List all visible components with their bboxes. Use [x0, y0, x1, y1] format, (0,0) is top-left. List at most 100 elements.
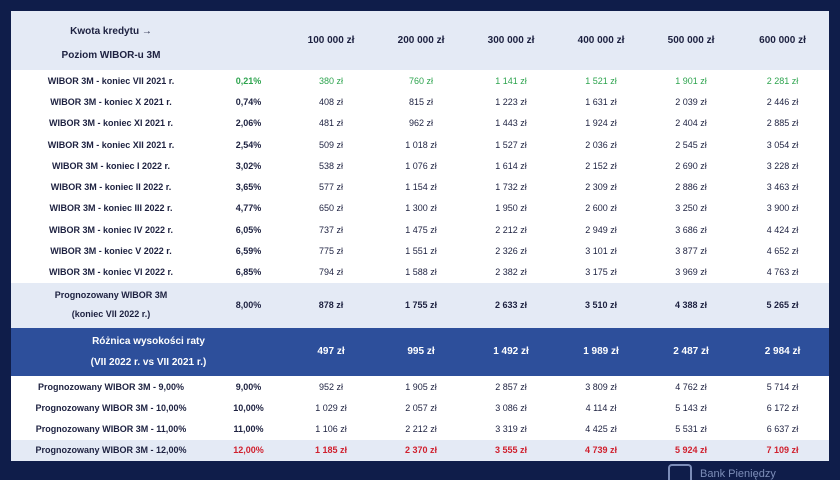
installment-value: 2 212 zł — [495, 224, 527, 235]
installment-value: 3 175 zł — [585, 267, 617, 278]
installment-value: 1 300 zł — [405, 203, 437, 214]
difference-row: Różnica wysokości raty (VII 2022 r. vs VI… — [11, 327, 829, 376]
installment-value: 1 901 zł — [675, 75, 707, 86]
installment-value: 4 762 zł — [675, 381, 707, 392]
installment-value: 3 809 zł — [585, 381, 617, 392]
installment-value: 2 600 zł — [585, 203, 617, 214]
installment-value: 1 475 zł — [405, 224, 437, 235]
installment-value: 6 172 zł — [766, 402, 799, 413]
installment-value: 2 039 zł — [675, 96, 707, 107]
installment-value: 737 zł — [318, 224, 344, 235]
row-label: WIBOR 3M - koniec X 2021 r. — [50, 96, 172, 107]
installment-value: 760 zł — [408, 75, 434, 86]
installment-value: 1 018 zł — [405, 139, 437, 150]
row-label: Prognozowany WIBOR 3M - 11,00% — [35, 424, 187, 435]
installment-value: 4 114 zł — [585, 402, 617, 413]
wibor-rate: 2,54% — [235, 139, 262, 150]
wibor-rate: 6,85% — [235, 267, 262, 278]
header-amount: 400 000 zł — [556, 11, 646, 70]
rate-table-panel: Kwota kredytu → Poziom WIBOR-u 3M 100 00… — [11, 11, 829, 461]
installment-value: 3 877 zł — [675, 246, 707, 257]
installment-value: 4 739 zł — [556, 439, 646, 461]
installment-value: 2 885 zł — [766, 118, 799, 129]
wibor-rate: 6,05% — [235, 224, 262, 235]
installment-value: 2 382 zł — [495, 267, 527, 278]
row-label: Prognozowany WIBOR 3M - 9,00% — [37, 381, 185, 392]
row-label: WIBOR 3M - koniec XII 2021 r. — [47, 139, 175, 150]
table-row: WIBOR 3M - koniec I 2022 r. 3,02% 538 zł 1 … — [11, 155, 829, 176]
installment-value: 1 106 zł — [315, 424, 347, 435]
installment-value: 1 989 zł — [556, 327, 646, 376]
installment-value: 2 326 zł — [495, 246, 527, 257]
installment-value: 1 223 zł — [495, 96, 527, 107]
installment-value: 3 101 zł — [585, 246, 617, 257]
installment-value: 2 857 zł — [495, 381, 527, 392]
installment-value: 1 185 zł — [286, 439, 376, 461]
installment-value: 3 555 zł — [466, 439, 556, 461]
header-loan-amount-label: Kwota kredytu → — [70, 26, 152, 37]
wibor-rate: 6,59% — [235, 246, 262, 257]
difference-label-line1: Różnica wysokości raty — [92, 335, 205, 347]
projection-row: Prognozowany WIBOR 3M - 10,00% 10,00% 1 02… — [11, 397, 829, 418]
wibor-rate: 11,00% — [233, 424, 264, 435]
projection-row: Prognozowany WIBOR 3M - 9,00% 9,00% 952 zł… — [11, 376, 829, 397]
projection-row: Prognozowany WIBOR 3M - 12,00% 12,00% 1 18… — [11, 439, 829, 461]
installment-value: 775 zł — [318, 246, 344, 257]
header-amount: 300 000 zł — [466, 11, 556, 70]
installment-value: 1 755 zł — [376, 282, 466, 328]
installment-value: 3 900 zł — [766, 203, 799, 214]
table-row: WIBOR 3M - koniec III 2022 r. 4,77% 650 zł… — [11, 198, 829, 219]
header-amount: 200 000 zł — [376, 11, 466, 70]
installment-value: 962 zł — [408, 118, 434, 129]
installment-value: 4 652 zł — [766, 246, 799, 257]
installment-value: 5 265 zł — [736, 282, 829, 328]
installment-value: 995 zł — [376, 327, 466, 376]
installment-value: 2 545 zł — [675, 139, 707, 150]
installment-value: 2 404 zł — [675, 118, 707, 129]
brand-name: Bank Pieniędzy — [700, 468, 776, 480]
table-row: WIBOR 3M - koniec VII 2021 r. 0,21% 380 zł… — [11, 70, 829, 91]
row-label: Prognozowany WIBOR 3M - 12,00% — [11, 439, 211, 461]
row-label: WIBOR 3M - koniec V 2022 r. — [50, 246, 172, 257]
installment-value: 2 036 zł — [585, 139, 617, 150]
row-label: WIBOR 3M - koniec VII 2021 r. — [47, 75, 175, 86]
table-row: WIBOR 3M - koniec X 2021 r. 0,74% 408 zł 81… — [11, 91, 829, 112]
table-row: WIBOR 3M - koniec XI 2021 r. 2,06% 481 zł 9… — [11, 113, 829, 134]
wibor-rate: 2,06% — [235, 118, 262, 129]
wibor-rate: 12,00% — [211, 439, 286, 461]
forecast-label-line2: (koniec VII 2022 r.) — [71, 309, 151, 320]
installment-value: 1 492 zł — [466, 327, 556, 376]
header-wibor-level-label: Poziom WIBOR-u 3M — [61, 50, 161, 61]
installment-value: 1 588 zł — [405, 267, 437, 278]
wibor-rate: 0,21% — [235, 75, 262, 86]
installment-value: 1 551 zł — [405, 246, 437, 257]
installment-value: 497 zł — [286, 327, 376, 376]
table-row: WIBOR 3M - koniec XII 2021 r. 2,54% 509 zł… — [11, 134, 829, 155]
installment-value: 1 905 zł — [405, 381, 437, 392]
brand-logo-icon — [668, 464, 692, 480]
installment-value: 2 281 zł — [766, 75, 799, 86]
installment-value: 1 924 zł — [585, 118, 617, 129]
row-label: WIBOR 3M - koniec I 2022 r. — [51, 160, 171, 171]
row-label: WIBOR 3M - koniec III 2022 r. — [49, 203, 173, 214]
row-label: WIBOR 3M - koniec VI 2022 r. — [48, 267, 174, 278]
installment-value: 1 950 zł — [495, 203, 527, 214]
installment-value: 4 763 zł — [766, 267, 799, 278]
installment-value: 3 686 zł — [675, 224, 707, 235]
installment-value: 1 141 zł — [495, 75, 527, 86]
loan-installment-table: Kwota kredytu → Poziom WIBOR-u 3M 100 00… — [11, 11, 829, 461]
wibor-rate: 3,02% — [235, 160, 262, 171]
installment-value: 3 510 zł — [556, 282, 646, 328]
header-amount: 100 000 zł — [286, 11, 376, 70]
header-axis-label: Kwota kredytu → Poziom WIBOR-u 3M — [11, 11, 211, 70]
installment-value: 2 949 zł — [585, 224, 617, 235]
installment-value: 3 463 zł — [766, 182, 799, 193]
installment-value: 952 zł — [318, 381, 344, 392]
difference-label: Różnica wysokości raty (VII 2022 r. vs VI… — [11, 327, 286, 376]
row-label: WIBOR 3M - koniec II 2022 r. — [50, 182, 172, 193]
installment-value: 1 443 zł — [495, 118, 527, 129]
installment-value: 509 zł — [318, 139, 344, 150]
wibor-rate: 9,00% — [235, 381, 262, 392]
table-row: WIBOR 3M - koniec VI 2022 r. 6,85% 794 zł 1… — [11, 262, 829, 283]
forecast-wibor-rate: 8,00% — [211, 282, 286, 328]
